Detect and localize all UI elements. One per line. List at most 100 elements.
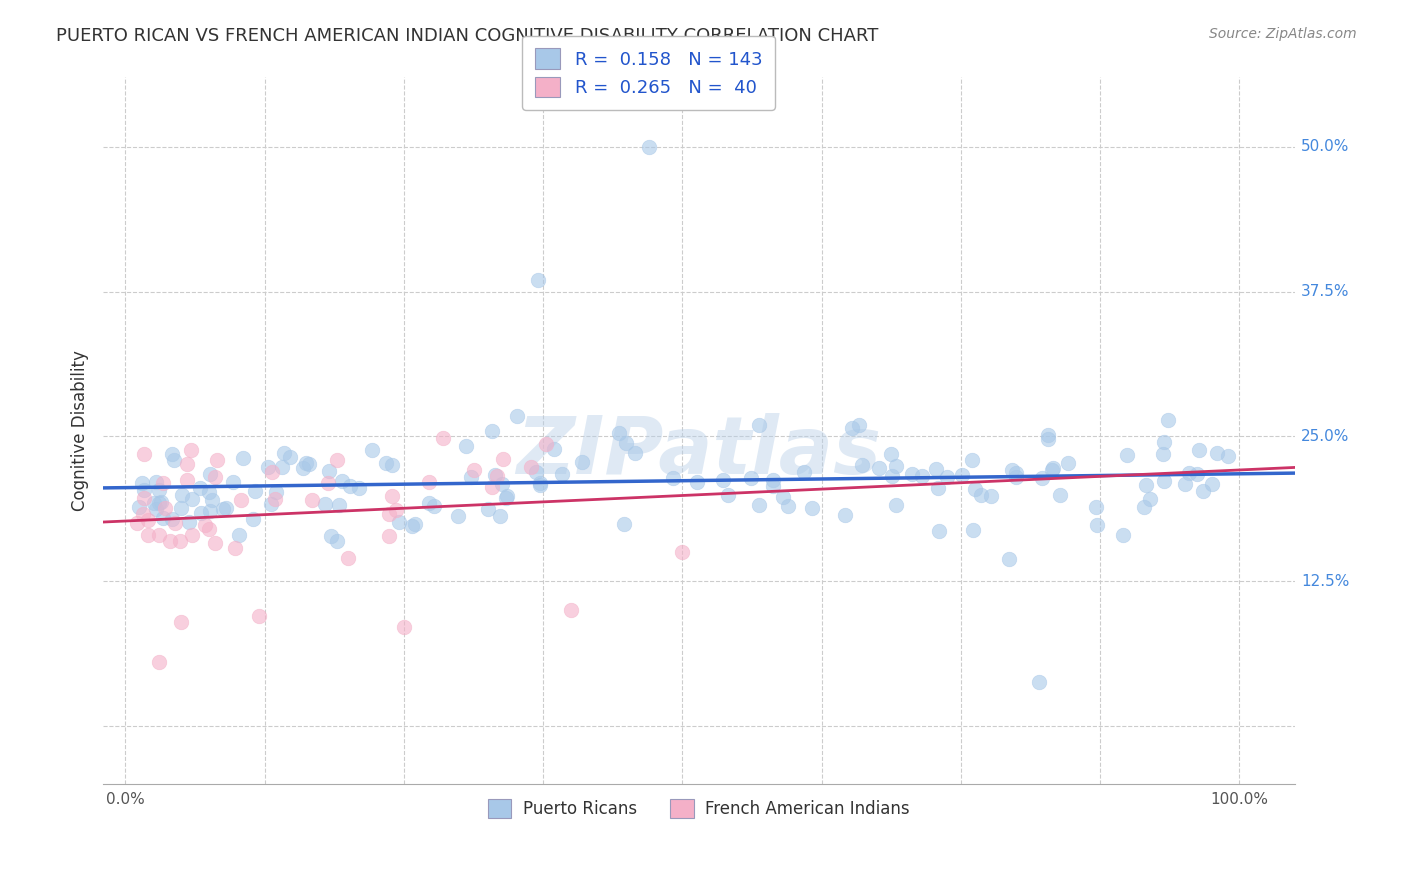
Point xyxy=(270,459,292,474)
Point xyxy=(181,491,204,506)
Point xyxy=(229,492,252,507)
Point xyxy=(793,465,815,479)
Point xyxy=(1049,488,1071,502)
Point xyxy=(1005,466,1028,480)
Point xyxy=(384,502,406,516)
Point xyxy=(190,506,212,520)
Point xyxy=(388,515,411,529)
Point xyxy=(925,461,948,475)
Point xyxy=(1087,517,1109,532)
Point xyxy=(155,500,177,515)
Point xyxy=(446,508,468,523)
Point xyxy=(242,512,264,526)
Point xyxy=(880,447,903,461)
Point xyxy=(170,501,193,516)
Point xyxy=(834,508,856,522)
Point xyxy=(163,452,186,467)
Point xyxy=(776,500,799,514)
Point xyxy=(613,517,636,532)
Point xyxy=(1133,500,1156,515)
Point xyxy=(748,498,770,512)
Point xyxy=(148,483,170,497)
Point xyxy=(638,140,661,154)
Point xyxy=(1187,467,1209,481)
Point xyxy=(198,504,221,518)
Text: 37.5%: 37.5% xyxy=(1301,285,1350,299)
Point xyxy=(319,529,342,543)
Point xyxy=(1201,476,1223,491)
Point xyxy=(204,470,226,484)
Point xyxy=(215,500,238,515)
Point xyxy=(200,492,222,507)
Point xyxy=(150,495,173,509)
Point xyxy=(1206,446,1229,460)
Point xyxy=(1038,432,1060,446)
Point xyxy=(477,501,499,516)
Point xyxy=(205,453,228,467)
Point xyxy=(748,418,770,433)
Point xyxy=(962,523,984,537)
Point xyxy=(339,479,361,493)
Point xyxy=(460,470,482,484)
Point xyxy=(404,517,426,532)
Point xyxy=(1218,449,1240,463)
Point xyxy=(247,608,270,623)
Point xyxy=(1116,448,1139,462)
Point xyxy=(423,499,446,513)
Point xyxy=(160,511,183,525)
Point xyxy=(228,528,250,542)
Point xyxy=(318,476,340,491)
Point xyxy=(1157,413,1180,427)
Point xyxy=(495,491,517,506)
Point xyxy=(318,464,340,478)
Point xyxy=(970,488,993,502)
Point xyxy=(607,425,630,440)
Point xyxy=(232,451,254,466)
Point xyxy=(662,471,685,485)
Point xyxy=(418,496,440,510)
Point xyxy=(529,477,551,491)
Point xyxy=(222,475,245,489)
Point xyxy=(381,489,404,503)
Point xyxy=(262,466,284,480)
Point xyxy=(927,481,949,495)
Point xyxy=(134,491,156,505)
Point xyxy=(374,456,396,470)
Point xyxy=(198,522,221,536)
Point xyxy=(145,501,167,516)
Point xyxy=(543,442,565,456)
Point xyxy=(1192,484,1215,499)
Point xyxy=(176,457,198,471)
Point xyxy=(198,467,221,481)
Point xyxy=(204,536,226,550)
Point xyxy=(298,457,321,471)
Point xyxy=(170,615,193,629)
Point xyxy=(481,424,503,438)
Point xyxy=(1153,434,1175,449)
Point xyxy=(401,519,423,533)
Point xyxy=(740,470,762,484)
Point xyxy=(337,551,360,566)
Text: 50.0%: 50.0% xyxy=(1301,139,1350,154)
Point xyxy=(326,533,349,548)
Point xyxy=(245,483,267,498)
Point xyxy=(485,469,508,483)
Point xyxy=(965,482,987,496)
Point xyxy=(176,473,198,487)
Point xyxy=(162,446,184,460)
Point xyxy=(224,541,246,555)
Point xyxy=(273,446,295,460)
Point xyxy=(181,528,204,542)
Point xyxy=(136,513,159,527)
Point xyxy=(463,463,485,477)
Point xyxy=(291,461,314,475)
Point xyxy=(159,533,181,548)
Point xyxy=(1112,527,1135,541)
Text: 12.5%: 12.5% xyxy=(1301,574,1350,589)
Point xyxy=(1085,500,1108,514)
Point xyxy=(377,529,399,543)
Point xyxy=(491,476,513,491)
Point xyxy=(928,524,950,539)
Point xyxy=(152,511,174,525)
Point xyxy=(950,468,973,483)
